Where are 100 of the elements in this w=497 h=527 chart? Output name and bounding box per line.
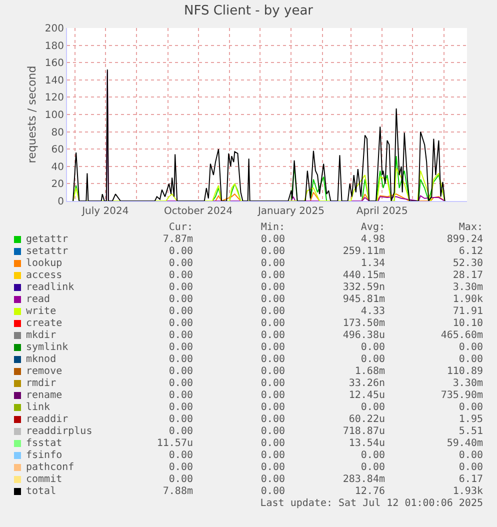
legend-label: total — [26, 486, 56, 498]
y-tick-label: 180 — [44, 40, 64, 52]
legend-label: getattr — [26, 234, 68, 246]
text: 0.00 — [458, 402, 483, 414]
text: 440.15m — [342, 270, 385, 282]
y-tick-label: 160 — [44, 58, 64, 70]
text: 0.00 — [360, 342, 385, 354]
legend-label: readlink — [26, 282, 74, 294]
text: 1.68m — [354, 366, 385, 378]
text: 0.00 — [458, 354, 483, 366]
text: 0.00 — [260, 366, 285, 378]
text: 0.00 — [260, 234, 285, 246]
text: 0.00 — [260, 282, 285, 294]
text: 3.30m — [452, 378, 483, 390]
text: 0.00 — [260, 438, 285, 450]
text: 0.00 — [260, 450, 285, 462]
text: 0.00 — [360, 402, 385, 414]
text: 0.00 — [360, 450, 385, 462]
text: 0.00 — [168, 378, 193, 390]
legend-label: rmdir — [26, 378, 56, 390]
text: Last update: Sat Jul 12 01:00:06 2025 — [260, 498, 483, 510]
text: 0.00 — [168, 402, 193, 414]
text: 718.87u — [342, 426, 385, 438]
text: 0.00 — [168, 474, 193, 486]
chart-title: NFS Client - by year — [184, 4, 314, 19]
legend-label: mknod — [26, 354, 56, 366]
y-tick-label: 0 — [58, 196, 64, 208]
text: 0.00 — [168, 318, 193, 330]
text: 10.10 — [452, 318, 483, 330]
text: 259.11m — [342, 246, 385, 258]
y-tick-label: 100 — [44, 110, 64, 121]
text: 0.00 — [260, 258, 285, 270]
legend-label: access — [26, 270, 62, 282]
legend-label: pathconf — [26, 462, 74, 474]
x-tick-label: October 2024 — [164, 206, 233, 217]
text: 945.81m — [342, 294, 385, 306]
text: 0.00 — [458, 342, 483, 354]
legend-label: read — [26, 294, 50, 306]
text: 0.00 — [260, 318, 285, 330]
text: 5.51 — [458, 426, 483, 438]
legend-label: fsinfo — [26, 450, 62, 462]
legend-label: setattr — [26, 246, 68, 258]
text: Cur: — [168, 222, 193, 234]
y-tick-label: 20 — [51, 179, 64, 190]
text: 0.00 — [360, 462, 385, 474]
text: Min: — [260, 222, 285, 234]
legend-label: write — [26, 306, 56, 318]
y-tick-label: 140 — [44, 75, 64, 86]
text: 0.00 — [168, 462, 193, 474]
text: 6.17 — [458, 474, 483, 486]
legend-label: lookup — [26, 258, 62, 270]
legend-label: link — [26, 402, 50, 414]
text: 0.00 — [168, 354, 193, 366]
text: 332.59n — [342, 282, 385, 294]
text: 0.00 — [458, 462, 483, 474]
text: Avg: — [360, 222, 385, 234]
text: 0.00 — [168, 342, 193, 354]
text: 0.00 — [260, 414, 285, 426]
text: 3.30m — [452, 282, 483, 294]
text: 1.95 — [458, 414, 483, 426]
text: 0.00 — [260, 390, 285, 402]
text: 0.00 — [168, 330, 193, 342]
text: 0.00 — [260, 426, 285, 438]
text: 465.60m — [440, 330, 483, 342]
text: 7.88m — [162, 486, 193, 498]
text: 0.00 — [260, 462, 285, 474]
text: 4.98 — [360, 234, 385, 246]
text: 1.34 — [360, 258, 385, 270]
legend-label: mkdir — [26, 330, 56, 342]
text: 13.54u — [348, 438, 385, 450]
text: 0.00 — [260, 402, 285, 414]
text: 0.00 — [260, 306, 285, 318]
text: 735.90m — [440, 390, 483, 402]
text: 496.38u — [342, 330, 385, 342]
x-tick-label: July 2024 — [81, 206, 129, 217]
text: 12.76 — [354, 486, 385, 498]
text: 1.90k — [452, 294, 483, 306]
text: 11.57u — [156, 438, 193, 450]
text: 283.84m — [342, 474, 385, 486]
text: 0.00 — [168, 426, 193, 438]
legend-label: readdir — [26, 414, 68, 426]
text: 0.00 — [168, 282, 193, 294]
text: 0.00 — [168, 414, 193, 426]
text: 0.00 — [458, 450, 483, 462]
legend-label: remove — [26, 366, 62, 378]
text: 71.91 — [452, 306, 483, 318]
x-tick-label: January 2025 — [256, 206, 325, 217]
y-tick-label: 120 — [44, 92, 64, 104]
text: 0.00 — [260, 330, 285, 342]
text: 0.00 — [168, 246, 193, 258]
y-tick-label: 200 — [44, 24, 64, 34]
text: 0.00 — [260, 474, 285, 486]
x-tick-label: April 2025 — [356, 206, 408, 217]
y-tick-label: 80 — [51, 127, 64, 138]
text: 4.33 — [360, 306, 385, 318]
text: 12.45u — [348, 390, 385, 402]
y-axis-title: requests / second — [26, 66, 39, 164]
legend-label: symlink — [26, 342, 68, 354]
text: 52.30 — [452, 258, 483, 270]
text: 0.00 — [168, 270, 193, 282]
